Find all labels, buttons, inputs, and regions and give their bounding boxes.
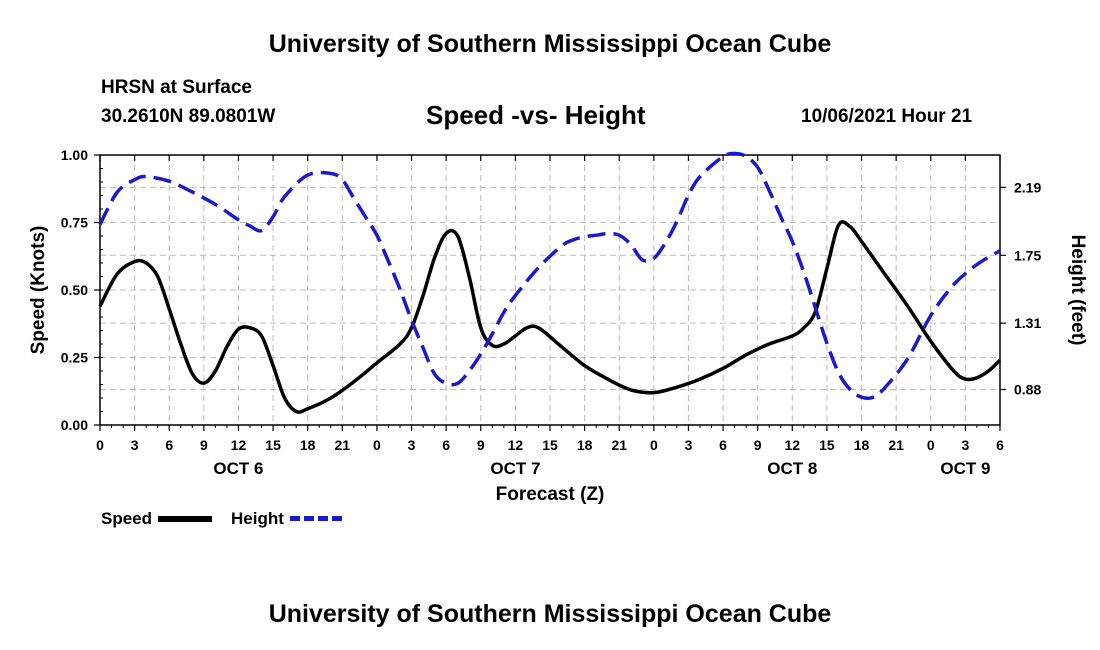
speed-series-line xyxy=(98,220,1002,414)
legend-height-swatch xyxy=(290,516,342,521)
x-tick-label: 9 xyxy=(754,437,762,453)
x-tick-label: 0 xyxy=(373,437,381,453)
station-name: HRSN at Surface xyxy=(101,77,252,98)
x-tick-label: 21 xyxy=(335,437,351,453)
day-label: OCT 6 xyxy=(213,459,263,478)
legend-speed-swatch xyxy=(158,516,212,522)
x-tick-label: 6 xyxy=(996,437,1004,453)
legend-speed-label: Speed xyxy=(101,509,153,528)
x-axis-title: Forecast (Z) xyxy=(496,484,605,505)
x-tick-label: 3 xyxy=(961,437,969,453)
x-tick-label: 3 xyxy=(685,437,693,453)
speed-height-chart: 0 3 6 9 12 15 18 21 0 3 6 9 12 15 18 21 0 3 6 9 12 15 18 21 0 3 6O… xyxy=(28,147,1088,505)
y2-tick-label: 2.19 xyxy=(1014,179,1041,195)
day-label: OCT 8 xyxy=(767,459,817,478)
y-tick-label: 0.75 xyxy=(61,215,88,231)
x-tick-label: 6 xyxy=(442,437,450,453)
x-tick-label: 0 xyxy=(927,437,935,453)
x-tick-label: 9 xyxy=(477,437,485,453)
y-tick-label: 0.00 xyxy=(61,417,88,433)
y2-tick-label: 1.31 xyxy=(1014,315,1041,331)
x-tick-label: 0 xyxy=(96,437,104,453)
bottom-title: University of Southern Mississippi Ocean… xyxy=(268,600,832,628)
x-tick-label: 15 xyxy=(819,437,835,453)
y-tick-label: 1.00 xyxy=(61,147,88,163)
x-tick-label: 3 xyxy=(131,437,139,453)
x-tick-label: 18 xyxy=(577,437,593,453)
x-tick-label: 12 xyxy=(231,437,247,453)
y2-axis-title: Height (feet) xyxy=(1067,235,1088,346)
station-location: 30.2610N 89.0801W xyxy=(101,106,276,127)
day-label: OCT 9 xyxy=(940,459,990,478)
x-tick-label: 21 xyxy=(611,437,627,453)
y-tick-label: 0.50 xyxy=(61,282,88,298)
chart-subtitle: Speed -vs- Height xyxy=(426,100,646,130)
x-tick-label: 6 xyxy=(719,437,727,453)
top-title: University of Southern Mississippi Ocean… xyxy=(268,30,832,58)
x-tick-label: 9 xyxy=(200,437,208,453)
x-tick-label: 18 xyxy=(300,437,316,453)
x-tick-label: 3 xyxy=(408,437,416,453)
x-tick-label: 12 xyxy=(785,437,801,453)
x-tick-label: 15 xyxy=(542,437,558,453)
x-tick-label: 6 xyxy=(165,437,173,453)
x-tick-label: 18 xyxy=(854,437,870,453)
y-tick-label: 0.25 xyxy=(61,350,88,366)
x-tick-label: 0 xyxy=(650,437,658,453)
x-tick-label: 15 xyxy=(265,437,281,453)
forecast-datetime: 10/06/2021 Hour 21 xyxy=(801,106,973,127)
y-axis-title: Speed (Knots) xyxy=(28,226,49,355)
height-series-line xyxy=(98,151,1001,401)
y2-tick-label: 0.88 xyxy=(1014,382,1041,398)
day-label: OCT 7 xyxy=(490,459,540,478)
x-tick-label: 21 xyxy=(888,437,904,453)
legend-height-label: Height xyxy=(231,509,284,528)
y2-tick-label: 1.75 xyxy=(1014,247,1041,263)
x-tick-label: 12 xyxy=(508,437,524,453)
